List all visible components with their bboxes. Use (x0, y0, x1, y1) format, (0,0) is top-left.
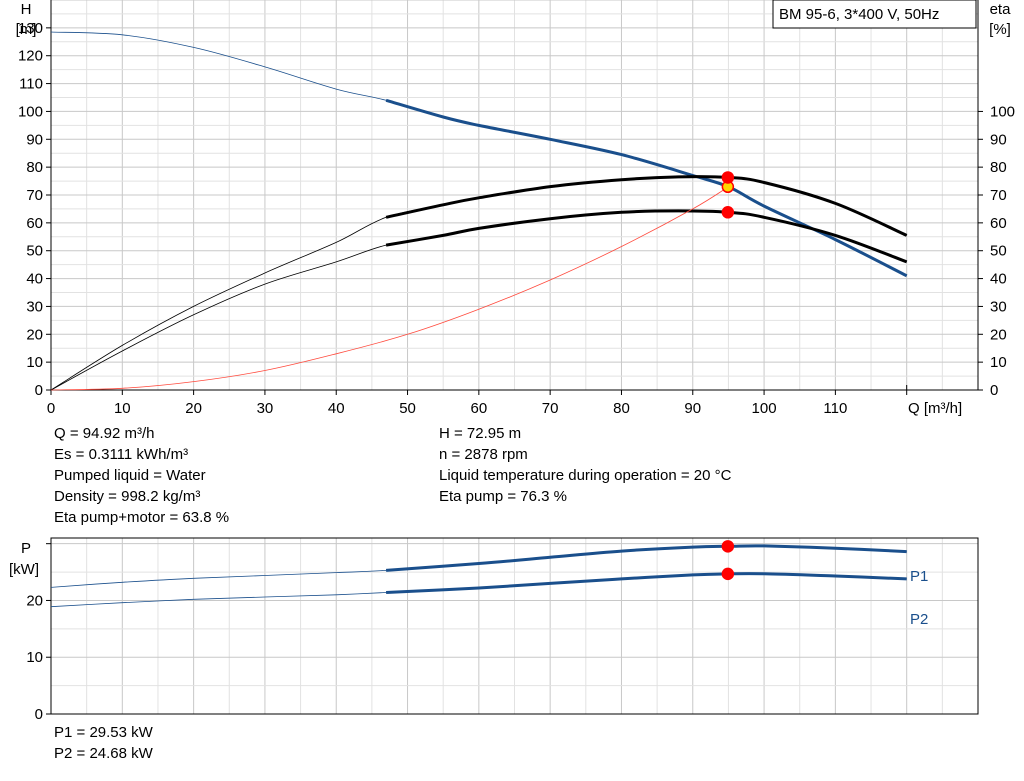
y-left-tick-label: 110 (19, 76, 43, 93)
y-right-tick-label: 60 (990, 215, 1007, 232)
power-y-label-line1: P (21, 540, 31, 557)
power-y-label-line2: [kW] (9, 561, 39, 578)
info-n: n = 2878 rpm (439, 446, 528, 463)
info-right-block: H = 72.95 m n = 2878 rpm Liquid temperat… (439, 423, 731, 507)
power-chart-labels: P [kW] P1 P2 (9, 540, 928, 628)
info-eta-pump: Eta pump = 76.3 % (439, 488, 567, 505)
power-chart-curves (50, 544, 907, 608)
x-tick-label: 110 (823, 400, 847, 417)
y-left-tick-label: 120 (18, 48, 43, 65)
h-operating-curve (385, 98, 908, 278)
system-curve-thin-curve (50, 186, 729, 391)
y-left-tick-label: 50 (26, 243, 43, 260)
eta-pump-operating-curve (385, 175, 908, 237)
chart-title: BM 95-6, 3*400 V, 50Hz (779, 6, 939, 23)
power-chart-markers (721, 540, 735, 581)
x-tick-label: 0 (47, 400, 55, 417)
main-chart-labels: H [m] eta [%] Q [m³/h] BM 95-6, 3*400 V,… (16, 0, 1012, 417)
y-right-tick-label: 10 (990, 354, 1007, 371)
p1-series-label: P1 (910, 568, 928, 585)
y-left-tick-label: 100 (18, 103, 43, 120)
p2-operating-curve (386, 572, 907, 594)
y-left-label-line2: [m] (16, 21, 37, 38)
x-tick-label: 60 (471, 400, 488, 417)
info-left-block: Q = 94.92 m³/h Es = 0.3111 kWh/m³ Pumped… (54, 423, 229, 528)
p1-operating-curve (385, 544, 907, 572)
duty-point-marker (721, 540, 735, 553)
info-p1: P1 = 29.53 kW (54, 724, 153, 741)
y-right-tick-label: 70 (990, 187, 1007, 204)
x-tick-label: 50 (399, 400, 416, 417)
power-y-tick-label: 10 (26, 649, 43, 666)
power-chart-axes: 0 10 20 (26, 537, 979, 723)
info-bottom-block: P1 = 29.53 kW P2 = 24.68 kW (54, 722, 153, 764)
y-right-tick-label: 80 (990, 159, 1007, 176)
info-eta-pump-motor: Eta pump+motor = 63.8 % (54, 509, 230, 526)
main-chart-markers (721, 171, 735, 219)
x-axis-label: Q [m³/h] (908, 400, 962, 417)
title-box (772, 0, 977, 29)
y-left-tick-label: 30 (26, 298, 43, 315)
y-left-tick-label: 40 (26, 271, 43, 288)
y-right-tick-label: 100 (990, 103, 1015, 120)
y-left-tick-label: 90 (26, 131, 43, 148)
x-tick-label: 80 (613, 400, 630, 417)
x-tick-label: 20 (185, 400, 202, 417)
y-left-label-line1: H (21, 1, 32, 18)
y-left-tick-label: 60 (26, 215, 43, 232)
y-right-tick-label: 40 (990, 271, 1007, 288)
duty-point-marker (721, 206, 735, 219)
power-frame (50, 537, 979, 715)
info-es: Es = 0.3111 kWh/m³ (54, 446, 189, 463)
main-chart-axes: 0 10 20 30 40 50 60 70 80 90 100 110010203040506070… (18, 0, 1015, 417)
duty-point-marker (721, 567, 735, 581)
info-temperature: Liquid temperature during operation = 20… (439, 467, 732, 484)
x-tick-label: 90 (684, 400, 701, 417)
y-left-tick-label: 20 (26, 326, 43, 343)
info-liquid: Pumped liquid = Water (54, 467, 206, 484)
y-right-label-line2: [%] (989, 21, 1011, 38)
duty-point-marker (721, 171, 735, 184)
y-right-label-line1: eta (990, 1, 1012, 18)
info-h: H = 72.95 m (439, 425, 522, 442)
y-right-tick-label: 90 (990, 131, 1007, 148)
y-left-tick-label: 0 (35, 382, 43, 399)
power-y-tick-label: 0 (35, 706, 43, 723)
eta-pump-motor-operating-curve (385, 209, 908, 264)
y-left-tick-label: 130 (18, 20, 43, 37)
y-right-tick-label: 20 (990, 326, 1007, 343)
power-y-tick-label: 20 (26, 592, 43, 609)
y-left-tick-label: 10 (26, 354, 43, 371)
x-tick-label: 30 (257, 400, 274, 417)
p2-series-label: P2 (910, 611, 928, 628)
x-tick-label: 70 (542, 400, 559, 417)
y-left-tick-label: 80 (26, 159, 43, 176)
main-chart-curves (50, 31, 908, 391)
y-left-tick-label: 70 (26, 187, 43, 204)
y-right-tick-label: 30 (990, 298, 1007, 315)
info-q: Q = 94.92 m³/h (54, 425, 155, 442)
x-tick-label: 10 (114, 400, 131, 417)
x-tick-label: 40 (328, 400, 345, 417)
power-chart-grid (50, 538, 979, 715)
info-density: Density = 998.2 kg/m³ (54, 488, 201, 505)
x-tick-label: 100 (752, 400, 777, 417)
info-p2: P2 = 24.68 kW (54, 745, 153, 762)
y-right-tick-label: 0 (990, 382, 998, 399)
main-chart-grid (50, 0, 979, 391)
y-right-tick-label: 50 (990, 243, 1007, 260)
